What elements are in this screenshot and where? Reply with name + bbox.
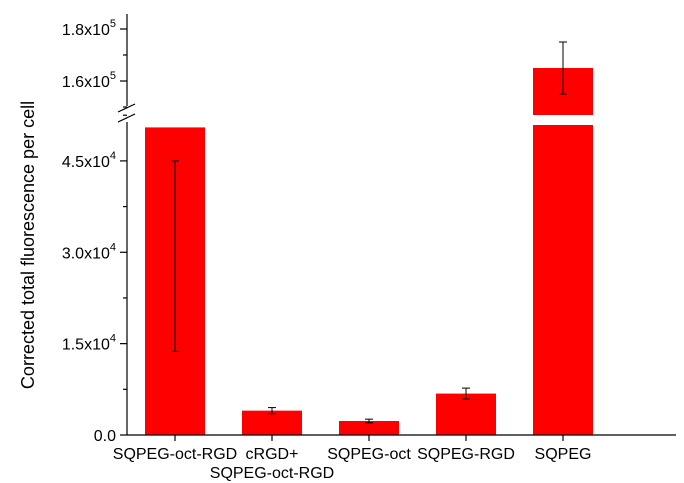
bar-lower-segment — [533, 125, 593, 435]
bar — [242, 410, 302, 435]
y-tick-label: 1.8x105 — [62, 18, 116, 39]
axis-break-mark — [117, 103, 136, 113]
y-tick-label: 1.5x104 — [62, 333, 116, 354]
x-tick-label: SQPEG-RGD — [417, 446, 515, 463]
y-tick-label: 1.6x105 — [62, 70, 116, 91]
x-tick-label: SQPEG-oct-RGD — [113, 446, 237, 463]
x-tick-label: SQPEG-oct — [327, 446, 411, 463]
axis-break-mark — [117, 113, 136, 123]
y-axis-label: Corrected total fluorescence per cell — [18, 101, 38, 389]
x-tick-label: SQPEG-oct-RGD — [210, 465, 334, 482]
x-tick-label: cRGD+ — [246, 446, 299, 463]
y-tick-label: 0.0 — [94, 428, 116, 445]
y-tick-label: 3.0x104 — [62, 241, 116, 262]
plot-area: 0.0 1.5x104 3.0x104 4.5x104 1.6x105 1.8x105 SQ… — [62, 14, 676, 482]
bar — [436, 393, 496, 435]
x-tick-label: SQPEG — [535, 446, 592, 463]
bar — [339, 420, 399, 435]
y-tick-label: 4.5x104 — [62, 150, 116, 171]
